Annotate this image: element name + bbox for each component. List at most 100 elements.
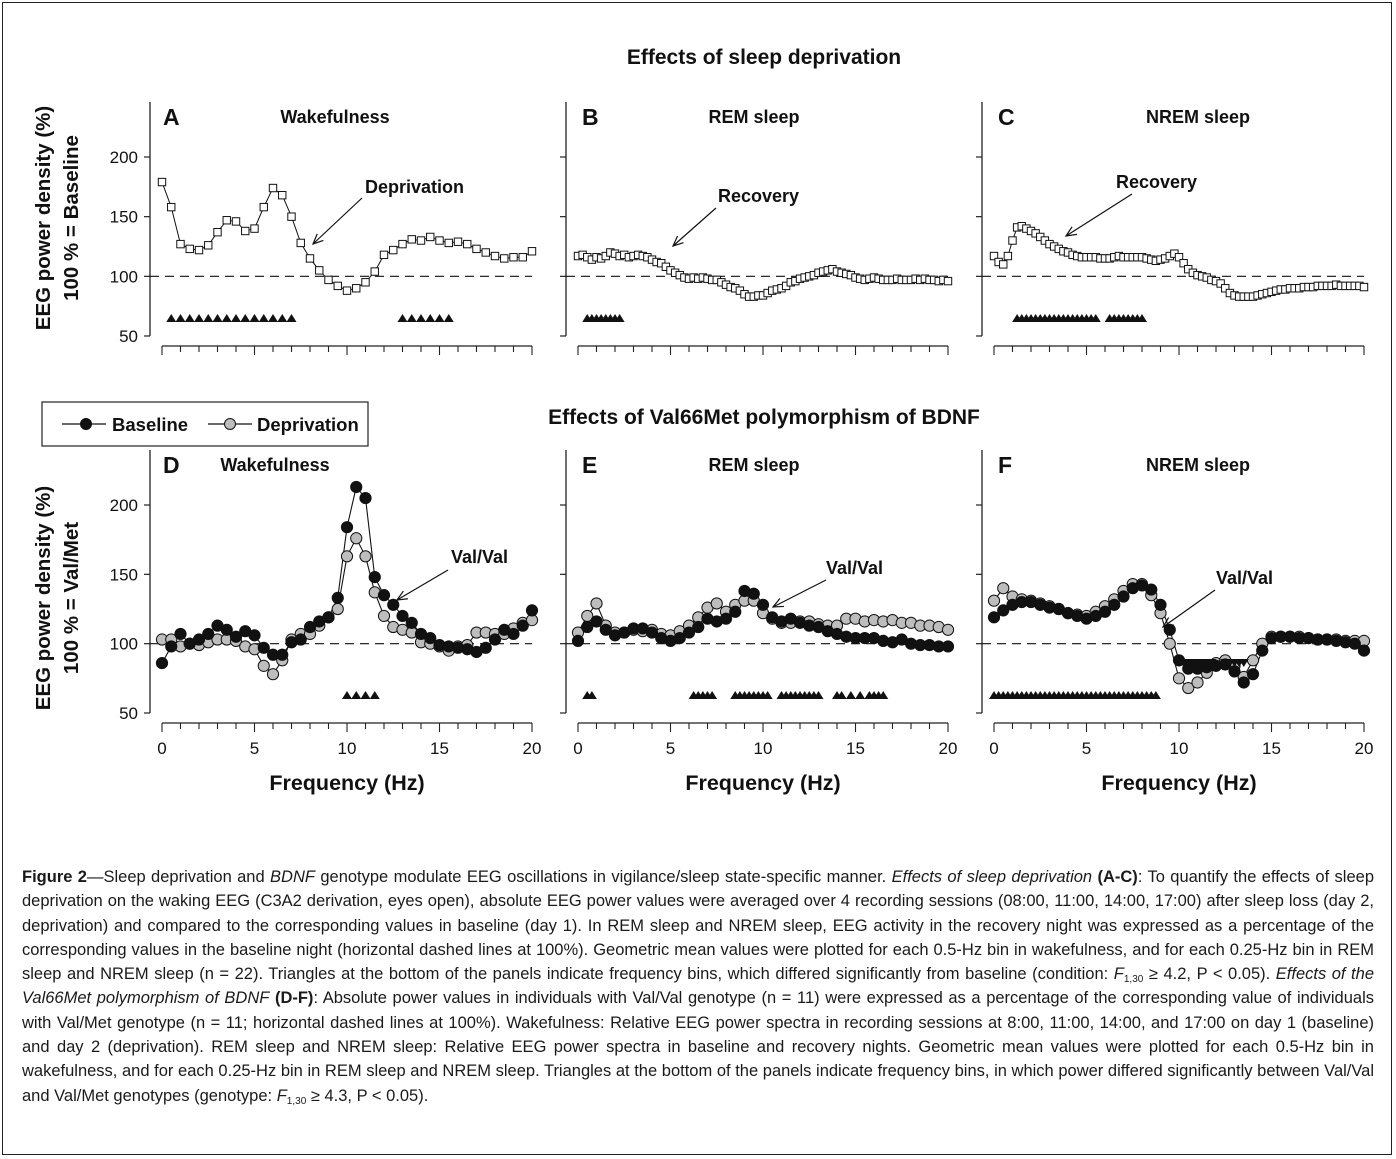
panel-d-series-1-point-24	[377, 609, 391, 623]
panel-d-series-0-point-11	[257, 641, 270, 654]
panel-a-point-31	[444, 238, 453, 248]
panel-a-sig-up-7	[231, 314, 241, 322]
panel-a-ytick-label-200: 200	[110, 148, 138, 167]
panel-a-point-6	[213, 227, 222, 237]
panel-f-series-0-point-18	[1154, 598, 1167, 611]
panel-e-xtick-label-10: 10	[754, 739, 773, 758]
panel-a-point-36	[490, 251, 500, 261]
panel-f-sig-down-7	[1206, 659, 1217, 667]
panel-a-sig-up-12	[277, 314, 288, 322]
panel-d-series-0-point-35	[479, 641, 492, 654]
panel-a-sig-up-1	[175, 314, 186, 322]
caption-bold-2: (D-F)	[274, 989, 314, 1008]
panel-a-point-19	[333, 281, 342, 291]
panel-a-point-0	[157, 177, 167, 187]
panel-e-letter: E	[582, 452, 597, 478]
panel-d-series-0-point-16	[303, 620, 317, 634]
panel-a-point-10	[250, 224, 259, 233]
panel-f-series-0-point-1	[997, 604, 1010, 617]
panel-a-point-7	[222, 216, 231, 225]
panel-e-series-0-point-13	[692, 620, 705, 634]
caption-text-2: genotype modulate EEG oscillations in vi…	[314, 868, 892, 886]
legend-label-baseline: Baseline	[112, 414, 188, 435]
panel-f-series-0-point-0	[987, 611, 1001, 624]
panel-c-point-80	[1359, 282, 1369, 292]
panel-e-series-0-point-11	[673, 632, 686, 645]
panel-a-point-24	[379, 250, 389, 260]
panel-f-series-0-point-17	[1145, 583, 1158, 596]
panel-a-point-11	[259, 202, 268, 212]
caption-italic-2: Effects of the Val66Met polymorphism of …	[22, 965, 1374, 1008]
panel-a-point-29	[426, 232, 435, 242]
panel-f-annotation-arrowhead	[1161, 617, 1174, 628]
panel-a-sig-up-0	[166, 314, 177, 322]
caption-text-6: ≥ 4.3, P < 0.05).	[306, 1086, 429, 1105]
caption-bdnf: BDNF	[270, 868, 315, 886]
panel-a-point-3	[185, 244, 194, 254]
bottom-ylabel-line1: EEG power density (%)	[32, 486, 55, 710]
panel-d-series-0-point-7	[220, 623, 233, 636]
panel-d-series-0-point-29	[424, 632, 437, 645]
panel-e: 0 5 10 15 20 Frequency (Hz) E REM sleep Val/Val	[560, 450, 957, 795]
panel-f-series-0-point-40	[1357, 644, 1371, 657]
panel-e-xtick-label-0: 0	[573, 739, 582, 758]
panel-b-title: REM sleep	[708, 107, 799, 127]
panel-d-ytick-label-50: 50	[119, 704, 138, 723]
panel-c-annotation: Recovery	[1116, 172, 1197, 192]
panel-d-series-1-point-21	[350, 532, 363, 545]
panel-d: 50 100 150 200 0 5 10 15 20 Frequency (Hz) D Wakefu…	[110, 450, 541, 795]
panel-f-letter: F	[998, 452, 1012, 478]
panel-d-series-0-point-22	[359, 491, 372, 505]
panel-d-title: Wakefulness	[220, 455, 329, 475]
panel-a-point-37	[500, 254, 509, 263]
caption-bold-1: (A-C)	[1097, 868, 1138, 886]
panel-d-series-0-point-25	[387, 598, 400, 611]
panel-a-point-39	[518, 253, 527, 262]
panel-f-xtick-label-15: 15	[1262, 739, 1281, 758]
panel-d-series-0-point-40	[525, 604, 539, 617]
panel-e-series-0-point-17	[729, 605, 742, 618]
panel-f-title: NREM sleep	[1146, 455, 1250, 475]
panel-a: 50 100 150 200 A Wakefulness Deprivation	[110, 102, 537, 355]
panel-c-point-49	[1216, 279, 1225, 288]
caption-f-1: F	[1113, 965, 1124, 984]
panel-a-ytick-label-50: 50	[119, 327, 138, 346]
panel-e-xlabel: Frequency (Hz)	[685, 771, 840, 795]
panel-c-point-2	[999, 260, 1008, 269]
top-section-title: Effects of sleep deprivation	[627, 46, 901, 69]
panel-e-sig-up-14	[762, 691, 773, 699]
panel-a-point-12	[268, 183, 278, 193]
panel-a-annotation-arrow	[312, 197, 363, 245]
panel-a-ytick-label-150: 150	[110, 208, 138, 227]
panel-e-annotation-arrow	[772, 579, 827, 608]
panel-f-series-0-point-39	[1348, 637, 1361, 650]
panel-a-point-33	[463, 239, 472, 249]
panel-d-ytick-label-200: 200	[110, 496, 138, 515]
panel-a-title: Wakefulness	[280, 107, 389, 127]
caption-label: Figure 2	[22, 868, 87, 886]
panel-e-series-0-point-2	[590, 615, 603, 628]
top-ylabel-line2: 100 % = Baseline	[60, 135, 83, 301]
panel-d-series-0-point-23	[368, 571, 381, 584]
panel-e-sig-up-27	[855, 691, 866, 699]
panel-c-annotation-arrowhead	[1064, 226, 1077, 237]
panel-f-series-1-point-19	[1163, 637, 1176, 650]
legend-label-deprivation: Deprivation	[257, 414, 359, 435]
panel-d-xtick-label-5: 5	[250, 739, 259, 758]
panel-a-point-34	[472, 244, 481, 254]
panel-c-title: NREM sleep	[1146, 107, 1250, 127]
panel-a-point-15	[296, 238, 305, 248]
bottom-ylabel: EEG power density (%) 100 % = Val/Met	[32, 486, 83, 710]
panel-f-xtick-label-0: 0	[989, 739, 998, 758]
panel-d-ytick-label-150: 150	[110, 565, 138, 584]
panel-a-point-13	[278, 190, 287, 200]
panel-d-xtick-label-0: 0	[157, 739, 166, 758]
panel-d-letter: D	[163, 452, 180, 478]
panel-e-series-0-point-20	[756, 598, 770, 611]
panel-a-sig-up-13	[286, 314, 297, 322]
panel-d-annotation: Val/Val	[451, 547, 508, 567]
panel-b: B REM sleep Recovery	[560, 102, 953, 355]
panel-a-point-30	[435, 236, 444, 245]
panel-a-sig-up-6	[221, 314, 232, 322]
panel-e-series-0-point-8	[645, 626, 659, 639]
